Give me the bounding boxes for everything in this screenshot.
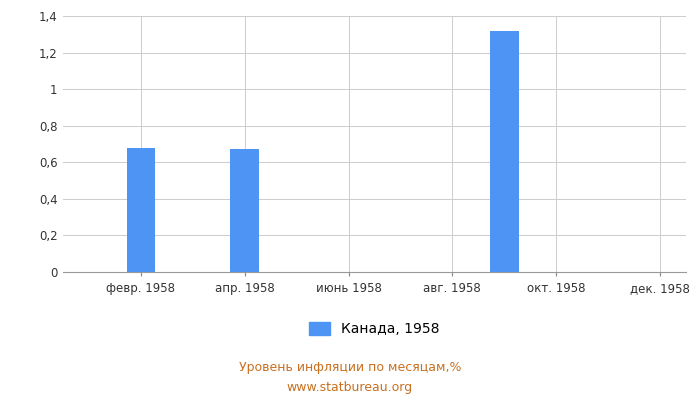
Bar <box>490 31 519 272</box>
Text: Уровень инфляции по месяцам,%: Уровень инфляции по месяцам,% <box>239 362 461 374</box>
Bar <box>127 148 155 272</box>
Text: www.statbureau.org: www.statbureau.org <box>287 382 413 394</box>
Bar <box>230 150 259 272</box>
Legend: Канада, 1958: Канада, 1958 <box>304 317 445 342</box>
